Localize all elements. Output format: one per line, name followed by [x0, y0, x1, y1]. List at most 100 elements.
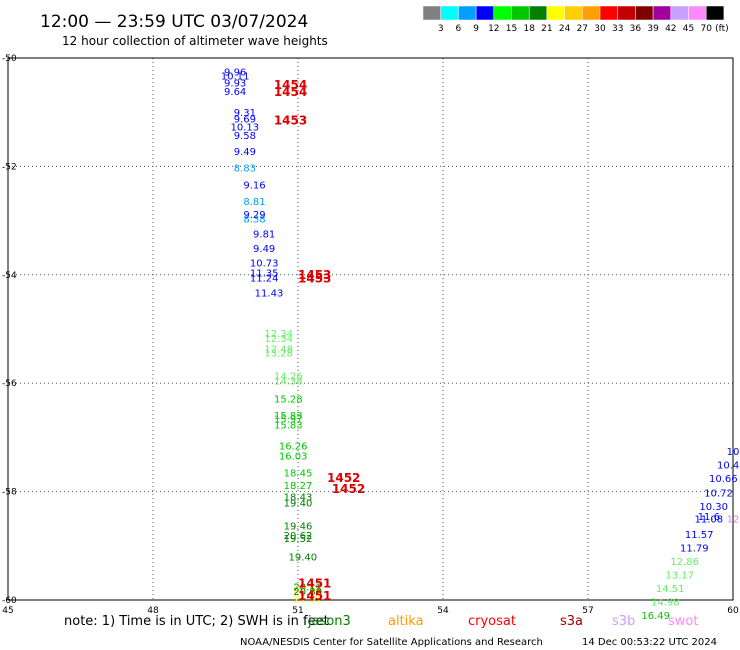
- wave-height-point: 14.38: [274, 376, 303, 387]
- grid: [8, 58, 733, 600]
- colorbar-label: 42: [665, 24, 676, 34]
- y-tick-label: -50: [2, 54, 17, 64]
- x-tick-label: 57: [582, 606, 593, 616]
- wave-height-point: 14.98: [651, 598, 680, 609]
- colorbar-label: 18: [523, 24, 535, 34]
- wave-height-point: 10.72: [704, 489, 733, 500]
- wave-height-point: 9.81: [253, 230, 275, 241]
- wave-height-point: 10.30: [699, 502, 728, 513]
- y-tick-label: -54: [2, 271, 17, 281]
- colorbar-label: 6: [456, 24, 462, 34]
- wave-height-point: 9.31: [234, 108, 256, 119]
- wave-height-point: 11.24: [250, 274, 279, 285]
- chart-subtitle: 12 hour collection of altimeter wave hei…: [62, 34, 328, 48]
- wave-height-point: 8.81: [243, 197, 265, 208]
- colorbar-swatch: [705, 5, 725, 21]
- colorbar-swatch: [670, 5, 689, 21]
- wave-height-point: 14.26: [274, 372, 303, 383]
- x-tick-label: 51: [292, 606, 303, 616]
- pass-number-label: 1451: [298, 577, 331, 591]
- wave-height-point: 10.4: [717, 461, 739, 472]
- legend-item-s3b: s3b: [612, 614, 635, 629]
- wave-height-point: 15.83: [274, 411, 303, 422]
- plot-frame: [7, 57, 734, 601]
- colorbar-label: 12: [488, 24, 499, 34]
- colorbar: 3 6 9 12 15 18 21 24 27 30 33 36 39 42 45 70 (ft): [422, 5, 729, 34]
- x-tick-label: 45: [2, 606, 13, 616]
- wave-height-point: 9.16: [243, 180, 265, 191]
- wave-height-point: 12.86: [670, 557, 699, 568]
- y-tick-label: -52: [2, 162, 17, 172]
- chart-title: 12:00 — 23:59 UTC 03/07/2024: [40, 12, 308, 32]
- wave-height-point: 10.66: [709, 474, 738, 485]
- colorbar-swatch: [511, 5, 530, 21]
- colorbar-label: 45: [683, 24, 694, 34]
- colorbar-label: 33: [612, 24, 623, 34]
- wave-height-point: 19.46: [284, 522, 313, 533]
- y-tick-label: -58: [2, 488, 17, 498]
- wave-height-point: 9.69: [234, 115, 256, 126]
- x-tick-label: 60: [727, 606, 739, 616]
- wave-height-point: 12.48: [264, 345, 293, 356]
- wave-height-point: 10.11: [221, 71, 250, 82]
- wave-height-point: 18.43: [284, 492, 313, 503]
- pass-number-label: 1453: [298, 272, 331, 286]
- colorbar-swatch: [440, 5, 459, 21]
- colorbar-swatch: [475, 5, 495, 21]
- colorbar-label: 24: [559, 24, 571, 34]
- wave-height-point: 10: [727, 447, 740, 458]
- colorbar-swatch: [635, 5, 654, 21]
- colorbar-swatch: [528, 5, 548, 21]
- pass-number-label: 1453: [274, 113, 307, 127]
- wave-height-point: 9.29: [243, 210, 265, 221]
- wave-height-point: 16.26: [279, 442, 308, 453]
- note-text: note: 1) Time is in UTC; 2) SWH is in fe…: [64, 614, 329, 629]
- wave-height-point: 18.27: [284, 481, 313, 492]
- wave-height-point: 20.62: [284, 531, 313, 542]
- y-tick-label: -56: [2, 379, 17, 389]
- pass-number-label: 1453: [298, 268, 331, 282]
- wave-height-point: 16.49: [641, 611, 670, 622]
- legend-item-swot: swot: [668, 614, 698, 629]
- colorbar-label: 15: [506, 24, 517, 34]
- wave-height-point: 13.28: [264, 348, 293, 359]
- legend-item-jason3: jason3: [307, 614, 351, 629]
- timestamp-text: 14 Dec 00:53:22 UTC 2024: [582, 637, 717, 648]
- colorbar-swatch: [599, 5, 618, 21]
- pass-number-label: 1452: [327, 471, 360, 485]
- colorbar-label: 27: [577, 24, 588, 34]
- colorbar-swatch: [493, 5, 512, 21]
- wave-height-point: 8.83: [234, 163, 256, 174]
- wave-height-point: 22.66: [293, 585, 322, 596]
- wave-height-point: 9.96: [224, 68, 246, 79]
- colorbar-label: 30: [594, 24, 606, 34]
- colorbar-swatch: [546, 5, 565, 21]
- wave-height-point: 19.40: [284, 498, 313, 509]
- wave-height-point: 18.45: [284, 469, 313, 480]
- wave-height-point: 14.51: [656, 584, 685, 595]
- wave-height-point: 11.43: [255, 289, 284, 300]
- wave-height-point: 9.58: [234, 131, 256, 142]
- wave-height-point: 15.28: [274, 394, 303, 405]
- wave-height-point: 12.34: [264, 329, 293, 340]
- colorbar-swatch: [582, 5, 601, 21]
- colorbar-swatch: [617, 5, 636, 21]
- wave-height-point: 11.57: [685, 530, 714, 541]
- colorbar-label: 70: [700, 24, 712, 34]
- colorbar-swatch: [422, 5, 441, 21]
- wave-height-point: 11.79: [680, 543, 709, 554]
- wave-height-point: 9.49: [234, 147, 256, 158]
- pass-number-label: 1454: [274, 78, 307, 92]
- wave-height-point: 15.97: [274, 414, 303, 425]
- wave-height-point: 11.08: [695, 515, 724, 526]
- legend-item-altika: altika: [388, 614, 424, 629]
- wave-height-point: 10.13: [231, 122, 260, 133]
- colorbar-label: 3: [438, 24, 444, 34]
- colorbar-swatch: [688, 5, 707, 21]
- wave-height-point: 15.83: [274, 420, 303, 431]
- colorbar-label: 36: [630, 24, 642, 34]
- legend-item-cryosat: cryosat: [468, 614, 516, 629]
